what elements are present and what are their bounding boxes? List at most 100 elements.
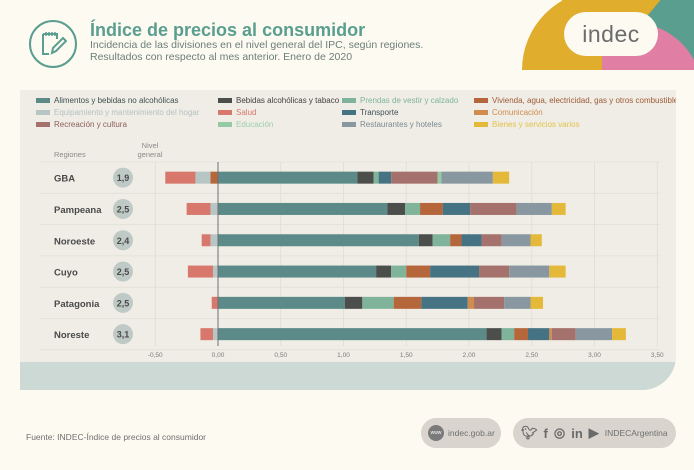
social-handle: INDECArgentina — [604, 428, 668, 438]
legend-label: Alimentos y bebidas no alcohólicas — [54, 96, 179, 105]
nivel-general-value: 3,1 — [117, 330, 130, 340]
bar-segment — [530, 296, 544, 309]
nivel-header-line1: Nivel — [142, 141, 159, 150]
legend-item: Salud — [218, 108, 256, 117]
legend-label: Salud — [236, 108, 257, 117]
legend-swatch — [474, 122, 488, 127]
x-tick-label: 3,00 — [588, 352, 601, 359]
bar-segment — [201, 234, 211, 247]
nivel-general-value: 2,4 — [117, 236, 130, 246]
legend-label: Recreación y cultura — [54, 120, 127, 129]
website-label: indec.gob.ar — [448, 428, 495, 438]
nivel-general-value: 2,5 — [117, 204, 130, 214]
bar-segment — [378, 171, 392, 184]
x-tick-label: 2,00 — [463, 352, 476, 359]
bar-segment — [492, 171, 510, 184]
bar-segment — [218, 328, 487, 341]
legend-swatch — [218, 98, 232, 103]
bar-segment — [218, 265, 377, 278]
page-title: Índice de precios al consumidor — [90, 20, 366, 40]
bar-segment — [218, 171, 358, 184]
legend-item: Bienes y servicios varios — [474, 120, 580, 129]
nivel-general-value: 2,5 — [117, 298, 130, 308]
bar-segment — [210, 171, 218, 184]
nivel-general-badge — [113, 292, 133, 313]
indec-logo: indec — [564, 12, 658, 56]
x-tick-label: 1,00 — [337, 352, 350, 359]
notepad-pencil-icon — [29, 20, 77, 68]
linkedin-icon[interactable]: in — [571, 425, 583, 441]
bar-segment — [421, 296, 468, 309]
website-link[interactable]: www indec.gob.ar — [421, 418, 501, 448]
bar-segment — [387, 202, 405, 215]
legend-item: Prendas de vestir y calzado — [342, 96, 458, 105]
instagram-icon[interactable]: ◎ — [553, 425, 566, 440]
nivel-general-value: 1,9 — [117, 173, 130, 183]
bar-segment — [218, 234, 419, 247]
legend-item: Alimentos y bebidas no alcohólicas — [36, 96, 179, 105]
page-subtitle: Incidencia de las divisiones en el nivel… — [90, 39, 423, 63]
bar-segment — [200, 328, 213, 341]
bar-segment — [486, 328, 502, 341]
legend-item: Educación — [218, 120, 273, 129]
legend-item: Vivienda, agua, electricidad, gas y otro… — [474, 96, 676, 105]
bar-segment — [373, 171, 379, 184]
nivel-general-badge — [113, 261, 133, 282]
bar-segment — [357, 171, 374, 184]
region-label: Noreste — [54, 330, 89, 341]
x-tick-label: 1,50 — [400, 352, 413, 359]
social-links: 🐦︎ f ◎ in ▶ INDECArgentina — [513, 418, 676, 448]
bar-segment — [549, 328, 552, 341]
bar-segment — [404, 202, 421, 215]
bar-segment — [479, 265, 510, 278]
region-label: Pampeana — [54, 205, 102, 216]
bar-segment — [165, 171, 196, 184]
bar-segment — [210, 234, 218, 247]
region-label: Noroeste — [54, 236, 95, 247]
bar-segment — [212, 328, 218, 341]
x-tick-label: 0,00 — [212, 352, 225, 359]
legend-swatch — [218, 110, 232, 115]
legend-swatch — [474, 98, 488, 103]
bar-segment — [437, 171, 442, 184]
legend-item: Recreación y cultura — [36, 120, 127, 129]
bar-segment — [391, 265, 407, 278]
bar-segment — [441, 171, 493, 184]
twitter-icon[interactable]: 🐦︎ — [521, 425, 538, 440]
bar-segment — [504, 296, 531, 309]
nivel-general-badge — [113, 198, 133, 219]
nivel-general-badge — [113, 324, 133, 345]
bar-segment — [432, 234, 451, 247]
nivel-header-line2: general — [137, 150, 162, 159]
youtube-icon[interactable]: ▶ — [588, 425, 599, 440]
region-label: Patagonia — [54, 299, 100, 310]
bar-segment — [549, 265, 566, 278]
bar-segment — [474, 296, 505, 309]
bar-segment — [218, 202, 388, 215]
bar-segment — [418, 234, 433, 247]
legend-label: Educación — [236, 120, 274, 129]
bar-segment — [481, 234, 502, 247]
region-label: Cuyo — [54, 268, 78, 279]
bar-segment — [344, 296, 363, 309]
legend-swatch — [218, 122, 232, 127]
subtitle-line-1: Incidencia de las divisiones en el nivel… — [90, 39, 424, 51]
nivel-general-value: 2,5 — [117, 267, 130, 277]
bar-segment — [551, 328, 576, 341]
bar-segment — [211, 296, 218, 309]
bar-segment — [376, 265, 392, 278]
bar-segment — [187, 265, 213, 278]
bar-segment — [442, 202, 471, 215]
facebook-icon[interactable]: f — [543, 425, 548, 441]
bar-segment — [430, 265, 480, 278]
panel-footer-band — [20, 362, 676, 390]
legend-item: Bebidas alcohólicas y tabaco — [218, 96, 339, 105]
nivel-general-badge — [113, 167, 133, 188]
legend-swatch — [474, 110, 488, 115]
legend-label: Bebidas alcohólicas y tabaco — [236, 96, 340, 105]
chart-legend: Alimentos y bebidas no alcohólicas Bebida… — [36, 96, 676, 136]
bar-segment — [420, 202, 443, 215]
bar-segment — [218, 296, 345, 309]
regions-header: Regiones — [54, 150, 86, 159]
